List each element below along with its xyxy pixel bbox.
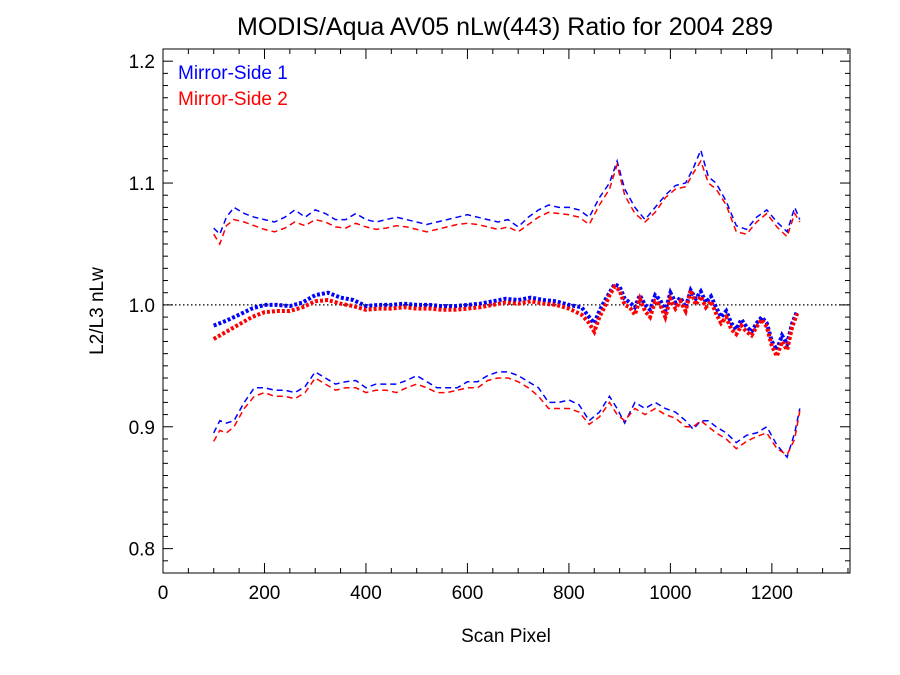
plot-area <box>163 147 850 459</box>
y-axis-label: L2/L3 nLw <box>87 267 108 355</box>
y-tick-label: 0.8 <box>129 540 155 561</box>
x-tick-label: 0 <box>158 583 169 604</box>
plot-frame <box>162 48 851 574</box>
x-tick-label: 400 <box>350 583 382 604</box>
legend-entry-mirror-side-1: Mirror-Side 1 <box>178 63 288 84</box>
y-tick-label: 1.2 <box>129 52 155 73</box>
axes: 0 200 400 600 800 1000 1200 0.8 0.9 1.0 1.1 1.2 <box>129 48 851 604</box>
chart-title: MODIS/Aqua AV05 nLw(443) Ratio for 2004 … <box>237 13 773 41</box>
y-tick-label: 1.0 <box>129 296 155 317</box>
x-tick-label: 800 <box>553 583 585 604</box>
side-2-upper-series-line <box>213 159 801 246</box>
x-tick-label: 1000 <box>649 583 691 604</box>
y-tick-label: 0.9 <box>129 418 155 439</box>
side-1-lower-series-line <box>213 370 801 459</box>
legend: Mirror-Side 1 Mirror-Side 2 <box>178 63 288 110</box>
mirror-side-2-series-line <box>212 283 800 362</box>
x-axis-label: Scan Pixel <box>461 626 551 647</box>
y-tick-label: 1.1 <box>129 174 155 195</box>
side-2-lower-series-line <box>213 376 801 456</box>
legend-entry-mirror-side-2: Mirror-Side 2 <box>178 89 288 110</box>
x-tick-label: 1200 <box>751 583 793 604</box>
mirror-side-1-series-line <box>212 281 800 355</box>
x-tick-label: 600 <box>452 583 484 604</box>
side-1-upper-series-line <box>213 147 801 236</box>
x-tick-label: 200 <box>249 583 281 604</box>
